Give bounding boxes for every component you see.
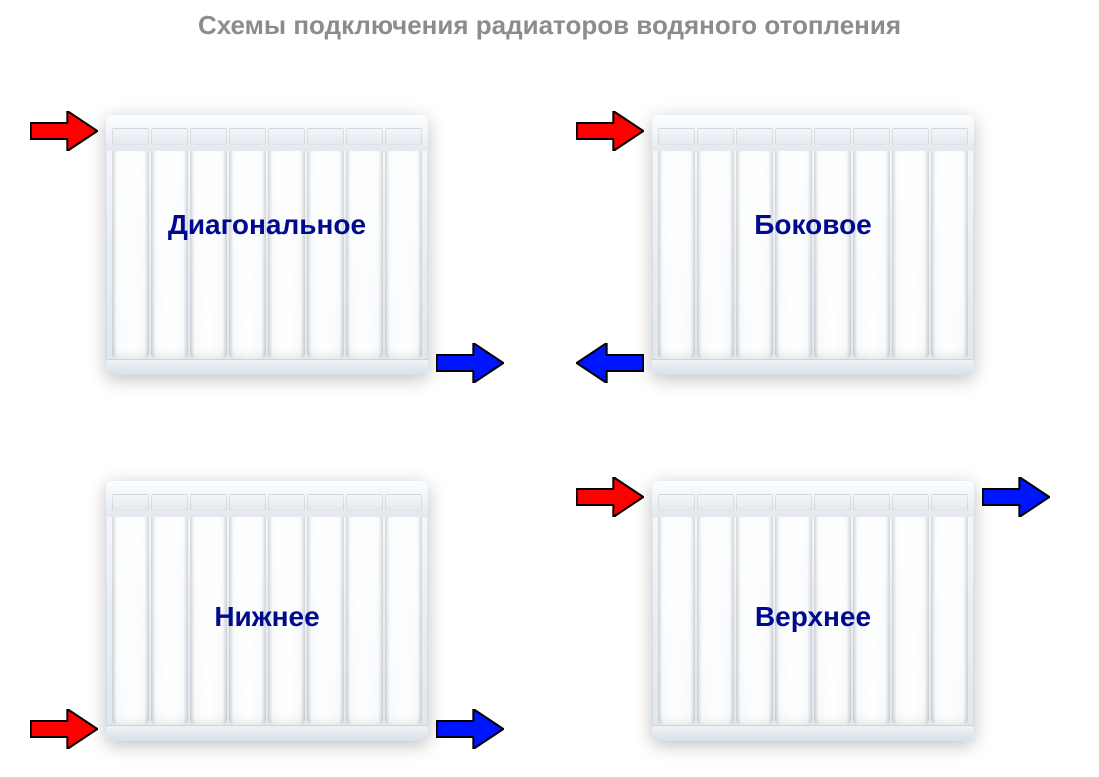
outlet-arrow-icon [436, 343, 504, 383]
radiator-section [814, 151, 851, 359]
radiator-section [307, 151, 344, 359]
radiator-section [229, 151, 266, 359]
radiator-top-segment [268, 494, 305, 511]
radiator-section [229, 517, 266, 725]
radiator-top-segment [112, 128, 149, 145]
radiator-top-cap [652, 115, 974, 151]
radiator-section [892, 151, 929, 359]
radiator-top-segment [268, 128, 305, 145]
outlet-arrow-icon [436, 709, 504, 749]
outlet-arrow-icon [576, 343, 644, 383]
cell-diagonal: Диагональное [106, 115, 428, 375]
radiator-section [112, 151, 149, 359]
radiator-section [346, 517, 383, 725]
radiator-top-segment [385, 128, 422, 145]
radiator-top-segment [385, 494, 422, 511]
radiator-section [190, 517, 227, 725]
radiator-top-segment [346, 128, 383, 145]
radiator-top-segments [112, 128, 421, 145]
radiator-section [190, 151, 227, 359]
radiator-top-scheme: Верхнее [652, 481, 974, 741]
radiator-section [658, 151, 695, 359]
radiator-top-segment [892, 494, 929, 511]
radiator-section [736, 151, 773, 359]
radiator-top-segment [853, 494, 890, 511]
radiator-top-segment [814, 494, 851, 511]
cell-side: Боковое [652, 115, 974, 375]
radiator-top-segments [658, 128, 967, 145]
radiator-bottom: Нижнее [106, 481, 428, 741]
radiator-top-cap [106, 481, 428, 517]
inlet-arrow-icon [576, 111, 644, 151]
radiator-section [307, 517, 344, 725]
radiator-top-segment [697, 128, 734, 145]
cell-top: Верхнее [652, 481, 974, 741]
inlet-arrow-icon [576, 477, 644, 517]
radiator-section [931, 151, 968, 359]
radiator-top-segments [658, 494, 967, 511]
radiator-bottom-cap [652, 725, 974, 741]
radiator-bottom-cap [106, 359, 428, 375]
radiator-top-segment [736, 494, 773, 511]
radiator-bottom-cap [652, 359, 974, 375]
radiator-top-segment [892, 128, 929, 145]
radiator-body [112, 517, 421, 725]
radiator-body [658, 151, 967, 359]
radiator-top-cap [652, 481, 974, 517]
radiator-bottom-cap [106, 725, 428, 741]
radiator-top-segment [658, 494, 695, 511]
radiator-section [697, 151, 734, 359]
radiator-section [151, 151, 188, 359]
outlet-arrow-icon [982, 477, 1050, 517]
radiator-top-segment [658, 128, 695, 145]
radiator-side: Боковое [652, 115, 974, 375]
radiator-top-segment [931, 128, 968, 145]
cell-bottom: Нижнее [106, 481, 428, 741]
radiator-body [112, 151, 421, 359]
radiator-section [385, 517, 422, 725]
radiator-section [346, 151, 383, 359]
radiator-section [658, 517, 695, 725]
radiator-top-segment [775, 494, 812, 511]
radiator-section [151, 517, 188, 725]
radiator-top-segment [112, 494, 149, 511]
radiator-top-segment [736, 128, 773, 145]
radiator-section [268, 517, 305, 725]
radiator-section [736, 517, 773, 725]
radiator-top-segment [775, 128, 812, 145]
radiator-section [385, 151, 422, 359]
radiator-diagonal: Диагональное [106, 115, 428, 375]
inlet-arrow-icon [30, 111, 98, 151]
radiator-top-segment [931, 494, 968, 511]
radiator-section [775, 517, 812, 725]
radiator-top-segment [229, 494, 266, 511]
radiator-section [814, 517, 851, 725]
radiator-top-segments [112, 494, 421, 511]
radiator-body [658, 517, 967, 725]
radiator-top-segment [151, 128, 188, 145]
radiator-section [697, 517, 734, 725]
radiator-top-segment [229, 128, 266, 145]
radiator-top-segment [346, 494, 383, 511]
radiator-top-segment [307, 494, 344, 511]
radiator-top-cap [106, 115, 428, 151]
radiator-top-segment [151, 494, 188, 511]
radiator-section [892, 517, 929, 725]
radiator-section [853, 151, 890, 359]
radiator-top-segment [190, 494, 227, 511]
radiator-section [268, 151, 305, 359]
radiator-top-segment [814, 128, 851, 145]
radiator-section [775, 151, 812, 359]
radiator-top-segment [307, 128, 344, 145]
radiator-top-segment [853, 128, 890, 145]
radiator-top-segment [697, 494, 734, 511]
page-title: Схемы подключения радиаторов водяного от… [0, 0, 1099, 41]
inlet-arrow-icon [30, 709, 98, 749]
radiator-top-segment [190, 128, 227, 145]
radiator-section [112, 517, 149, 725]
radiator-section [853, 517, 890, 725]
diagram-grid: Диагональное Боковое Нижнее [0, 51, 1099, 768]
radiator-section [931, 517, 968, 725]
